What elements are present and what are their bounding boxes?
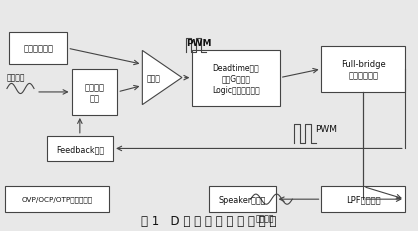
Text: Deadtime死区
校正G极驱动
Logic逻辑辅助电路: Deadtime死区 校正G极驱动 Logic逻辑辅助电路: [212, 63, 260, 94]
Text: PWM: PWM: [315, 125, 337, 134]
Text: Feedback反馈: Feedback反馈: [56, 144, 104, 153]
Text: 音频输入: 音频输入: [7, 73, 25, 82]
Text: PWM: PWM: [186, 39, 212, 48]
FancyBboxPatch shape: [192, 51, 280, 106]
FancyBboxPatch shape: [71, 70, 117, 116]
Text: 图 1   D 类 功 放 基 本 结 构 流 程: 图 1 D 类 功 放 基 本 结 构 流 程: [141, 214, 277, 227]
Text: LPF低通滤波: LPF低通滤波: [346, 195, 380, 204]
FancyBboxPatch shape: [209, 187, 275, 212]
Text: Speaker扬声器: Speaker扬声器: [219, 195, 266, 204]
FancyBboxPatch shape: [46, 136, 113, 161]
Text: 比较器: 比较器: [146, 74, 161, 83]
Text: 积分移相
放大: 积分移相 放大: [84, 82, 104, 103]
FancyBboxPatch shape: [321, 47, 405, 93]
Text: 三角波发生器: 三角波发生器: [23, 44, 53, 53]
FancyBboxPatch shape: [5, 187, 109, 212]
Text: OVP/OCP/OTP等保护电路: OVP/OCP/OTP等保护电路: [21, 196, 92, 203]
Polygon shape: [143, 51, 182, 105]
Text: Full-bridge
全桥功率放大: Full-bridge 全桥功率放大: [341, 60, 385, 80]
FancyBboxPatch shape: [9, 33, 67, 65]
Text: 正弦信号: 正弦信号: [256, 213, 275, 222]
FancyBboxPatch shape: [321, 187, 405, 212]
